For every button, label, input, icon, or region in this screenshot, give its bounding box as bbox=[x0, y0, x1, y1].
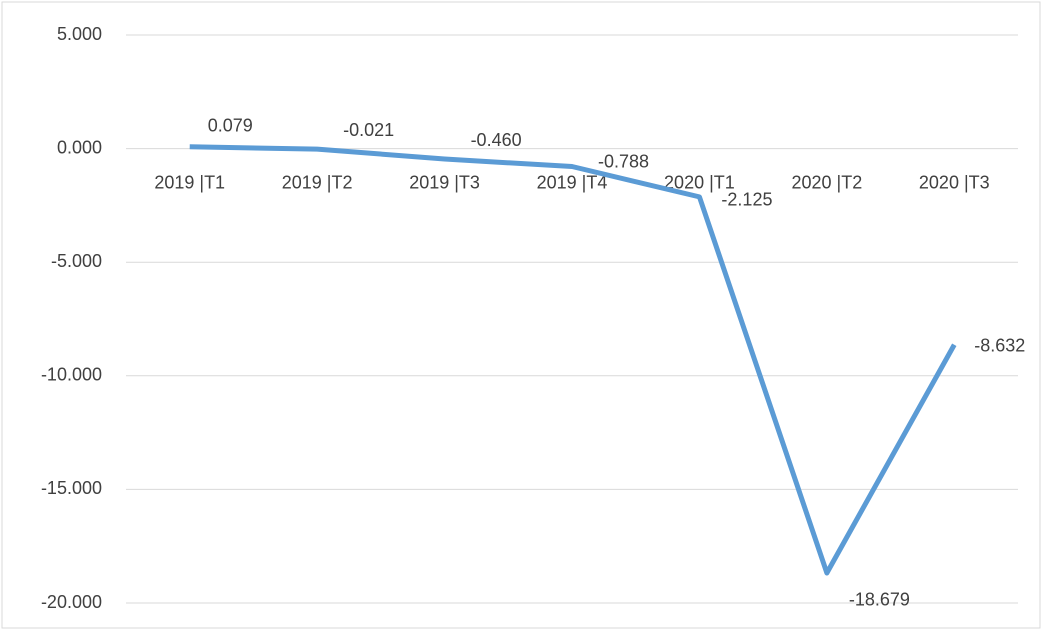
data-label: -2.125 bbox=[721, 190, 772, 210]
data-label: -0.021 bbox=[343, 120, 394, 140]
x-tick-label: 2020 |T1 bbox=[664, 172, 735, 192]
data-label: 0.079 bbox=[208, 116, 253, 136]
data-label: -0.460 bbox=[471, 130, 522, 150]
x-tick-label: 2019 |T2 bbox=[282, 172, 353, 192]
y-tick-label: -5.000 bbox=[51, 251, 102, 271]
data-label: -18.679 bbox=[849, 590, 910, 610]
y-tick-label: -20.000 bbox=[41, 592, 102, 612]
data-label: -0.788 bbox=[598, 151, 649, 171]
y-tick-label: -10.000 bbox=[41, 365, 102, 385]
x-tick-label: 2019 |T3 bbox=[409, 172, 480, 192]
data-label: -8.632 bbox=[974, 335, 1025, 355]
x-tick-label: 2019 |T1 bbox=[154, 172, 225, 192]
data-line bbox=[189, 144, 957, 576]
y-tick-label: 5.000 bbox=[57, 24, 102, 44]
x-tick-label: 2020 |T2 bbox=[791, 172, 862, 192]
y-tick-label: -15.000 bbox=[41, 478, 102, 498]
x-tick-label: 2020 |T3 bbox=[919, 172, 990, 192]
x-tick-label: 2019 |T4 bbox=[537, 172, 608, 192]
y-tick-label: 0.000 bbox=[57, 137, 102, 157]
